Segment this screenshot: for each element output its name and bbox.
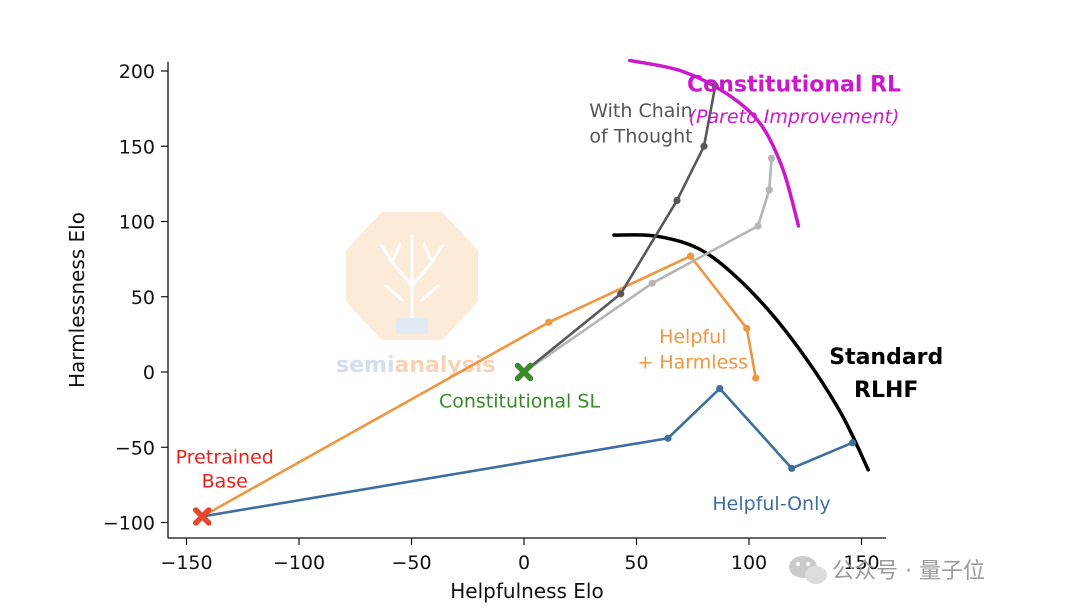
annotation-label: Base [202,470,248,492]
annotation-label: + Harmless [637,351,748,373]
marker-constitutional-sl [514,362,534,382]
watermark-logo [346,212,478,340]
x-tick-label: −150 [160,552,212,574]
data-point-with-chain-of-thought [673,196,681,205]
frontier-curves [612,58,870,472]
data-point-constitutional-sl [765,186,773,194]
annotation-label: With Chain [589,100,692,122]
frontier-standard-rlhf [612,233,870,472]
y-tick-label: 0 [143,362,155,384]
x-tick-label: −50 [391,552,431,574]
annotation-label: Helpful [659,326,726,348]
special-markers [193,362,534,526]
data-point-helpful-harmless [743,324,751,332]
x-tick-label: 150 [843,552,879,574]
annotation-label: Helpful-Only [712,493,830,515]
data-point-helpful-harmless [686,252,695,260]
x-axis-label: Helpfulness Elo [450,579,603,603]
data-point-helpful-harmless [545,318,553,326]
annotation-label: Constitutional RL [687,73,901,98]
data-point-helpful-only [848,439,857,447]
marker-pretrained-base [193,507,212,526]
data-point-with-chain-of-thought [617,290,625,298]
frontier-constitutional-rl [628,58,801,228]
wechat-icon [789,556,827,584]
data-point-helpful-only [716,384,724,393]
annotation-label: RLHF [854,378,918,403]
x-tick-label: 100 [731,552,767,574]
annotation-label: (Pareto Improvement) [689,106,900,128]
x-tick-label: −100 [273,552,325,574]
annotations: With Chain of Thought Constitutional RL (Pa… [176,73,944,515]
data-point-constitutional-sl [648,279,656,287]
annotation-label: of Thought [589,126,692,148]
x-tick-label: 50 [624,552,648,574]
data-point-with-chain-of-thought [700,142,708,150]
annotation-label: Constitutional SL [439,391,600,413]
data-point-helpful-only [788,464,796,472]
y-tick-label: −100 [103,513,155,535]
y-tick-label: 200 [119,61,155,83]
data-point-constitutional-sl [767,154,776,162]
footer-watermark-text: 公众号 · 量子位 [832,559,985,584]
series-line-constitutional-sl [523,158,773,374]
watermark-brand: semianalysis [336,353,495,378]
annotation-label: Pretrained [176,446,274,468]
data-point-with-chain-of-thought [711,82,719,90]
y-tick-label: 100 [119,212,155,234]
y-tick-label: 50 [131,287,155,309]
series-lines [198,82,857,521]
data-point-constitutional-sl [754,222,762,230]
y-tick-label: 150 [119,136,155,158]
data-point-helpful-only [664,434,672,442]
series-line-helpful-harmless [201,254,758,518]
x-tick-label: 0 [518,552,530,574]
y-tick-label: −50 [115,437,155,459]
x-ticks: −150 −100 −50 0 50 100 150 [160,538,880,574]
data-point-helpful-harmless [752,374,760,382]
annotation-label: Standard [829,345,943,370]
y-axis-label: Harmlessness Elo [65,212,89,388]
y-ticks: −100 −50 0 50 100 150 200 [103,61,168,535]
